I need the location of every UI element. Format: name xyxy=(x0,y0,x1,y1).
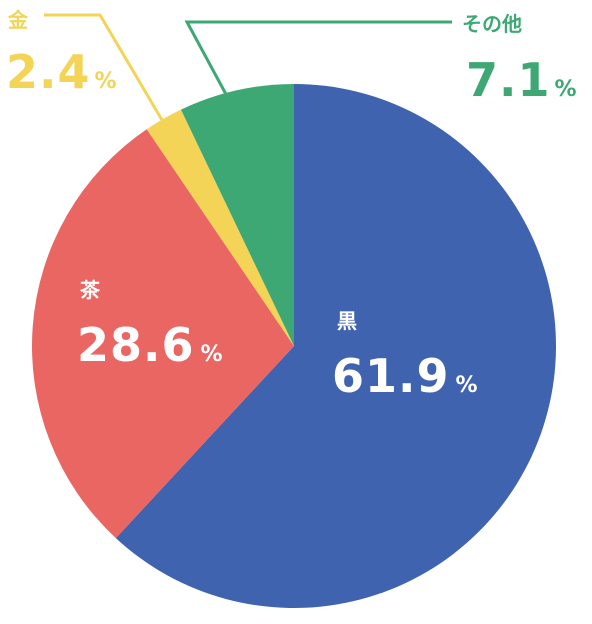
slice-label-black: 黒 xyxy=(337,309,357,333)
pie-slices xyxy=(31,84,557,608)
slice-value-black: 61.9% xyxy=(332,349,478,403)
slice-label-gold: 金 xyxy=(7,8,29,32)
slice-value-gold: 2.4% xyxy=(6,45,117,99)
slice-label-brown: 茶 xyxy=(80,278,101,302)
pie-slice-brown xyxy=(31,129,294,539)
pie-slice-other xyxy=(180,84,294,346)
pie-slice-gold xyxy=(146,109,294,346)
slice-value-other: 7.1% xyxy=(466,53,577,107)
leader-line-gold xyxy=(44,13,164,121)
leader-line-other xyxy=(184,20,452,99)
pie-slice-black xyxy=(115,84,557,608)
slice-label-other: その他 xyxy=(462,12,522,36)
slice-value-brown: 28.6% xyxy=(77,318,223,372)
